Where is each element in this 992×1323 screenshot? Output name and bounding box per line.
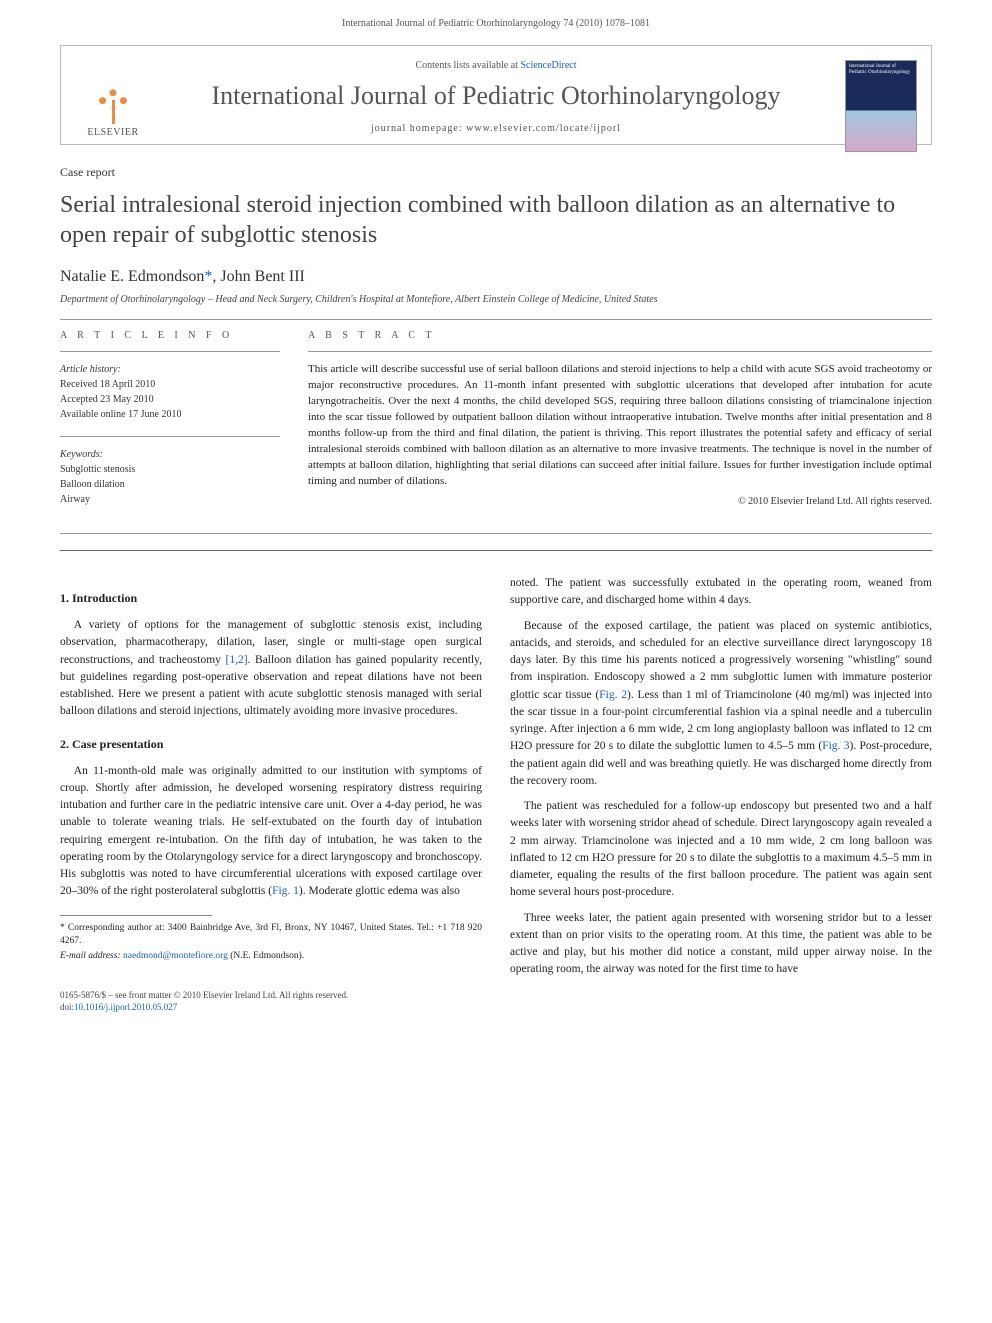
body-paragraph: Because of the exposed cartilage, the pa… — [510, 618, 932, 791]
corresponding-author-footnote: * Corresponding author at: 3400 Bainbrid… — [60, 922, 482, 949]
abstract-heading: A B S T R A C T — [308, 330, 932, 341]
figure-link[interactable]: Fig. 1 — [272, 885, 299, 897]
section-divider — [60, 550, 932, 551]
author-1: Natalie E. Edmondson — [60, 268, 204, 285]
figure-link[interactable]: Fig. 2 — [599, 689, 627, 701]
article-type: Case report — [60, 165, 932, 180]
section-heading-introduction: 1. Introduction — [60, 589, 482, 607]
received-date: Received 18 April 2010 — [60, 377, 280, 392]
body-paragraph: An 11-month-old male was originally admi… — [60, 763, 482, 901]
journal-cover-thumbnail: International Journal of Pediatric Otorh… — [845, 60, 917, 152]
keyword: Balloon dilation — [60, 477, 280, 492]
abstract-copyright: © 2010 Elsevier Ireland Ltd. All rights … — [308, 496, 932, 507]
body-paragraph: A variety of options for the management … — [60, 617, 482, 721]
article-info-column: A R T I C L E I N F O Article history: R… — [60, 330, 280, 521]
doi-line: doi:10.1016/j.ijporl.2010.05.027 — [60, 1001, 932, 1014]
keywords-label: Keywords: — [60, 447, 280, 462]
keyword: Airway — [60, 492, 280, 507]
reference-link[interactable]: [1,2] — [226, 654, 248, 666]
publisher-name: ELSEVIER — [87, 127, 138, 138]
figure-link[interactable]: Fig. 3 — [822, 740, 849, 752]
sciencedirect-link[interactable]: ScienceDirect — [520, 60, 576, 71]
body-paragraph: The patient was rescheduled for a follow… — [510, 798, 932, 902]
running-header: International Journal of Pediatric Otorh… — [0, 0, 992, 37]
divider — [308, 351, 932, 352]
contents-available-line: Contents lists available at ScienceDirec… — [71, 60, 921, 71]
doi-link[interactable]: 10.1016/j.ijporl.2010.05.027 — [74, 1002, 177, 1012]
online-date: Available online 17 June 2010 — [60, 407, 280, 422]
text-run: An 11-month-old male was originally admi… — [60, 765, 482, 898]
email-link[interactable]: naedmond@montefiore.org — [123, 951, 228, 961]
journal-homepage: journal homepage: www.elsevier.com/locat… — [71, 123, 921, 134]
article-body: 1. Introduction A variety of options for… — [60, 575, 932, 979]
doi-label: doi: — [60, 1002, 74, 1012]
email-footnote: E-mail address: naedmond@montefiore.org … — [60, 950, 482, 963]
divider — [60, 533, 932, 534]
body-paragraph: noted. The patient was successfully extu… — [510, 575, 932, 610]
abstract-text: This article will describe successful us… — [308, 362, 932, 490]
divider — [60, 319, 932, 320]
keyword: Subglottic stenosis — [60, 462, 280, 477]
issn-line: 0165-5876/$ – see front matter © 2010 El… — [60, 989, 932, 1002]
keywords-block: Keywords: Subglottic stenosis Balloon di… — [60, 447, 280, 507]
author-rest: , John Bent III — [212, 268, 304, 285]
text-run: (N.E. Edmondson). — [228, 951, 304, 961]
journal-masthead: ELSEVIER International Journal of Pediat… — [60, 45, 932, 145]
page-footer: 0165-5876/$ – see front matter © 2010 El… — [60, 989, 932, 1014]
body-paragraph: Three weeks later, the patient again pre… — [510, 910, 932, 979]
elsevier-logo: ELSEVIER — [77, 60, 149, 138]
elsevier-tree-icon — [87, 72, 139, 124]
contents-prefix: Contents lists available at — [415, 60, 520, 71]
affiliation: Department of Otorhinolaryngology – Head… — [60, 294, 932, 305]
abstract-column: A B S T R A C T This article will descri… — [308, 330, 932, 521]
article-history: Article history: Received 18 April 2010 … — [60, 362, 280, 422]
journal-name: International Journal of Pediatric Otorh… — [71, 81, 921, 111]
section-heading-case: 2. Case presentation — [60, 735, 482, 753]
divider — [60, 351, 280, 352]
email-label: E-mail address: — [60, 951, 123, 961]
article-title: Serial intralesional steroid injection c… — [60, 190, 932, 250]
divider — [60, 436, 280, 437]
author-list: Natalie E. Edmondson*, John Bent III — [60, 268, 932, 286]
text-run: ). Moderate glottic edema was also — [299, 885, 460, 897]
article-info-heading: A R T I C L E I N F O — [60, 330, 280, 341]
footnote-separator — [60, 915, 212, 916]
history-label: Article history: — [60, 362, 280, 377]
accepted-date: Accepted 23 May 2010 — [60, 392, 280, 407]
cover-title: International Journal of Pediatric Otorh… — [846, 61, 916, 78]
